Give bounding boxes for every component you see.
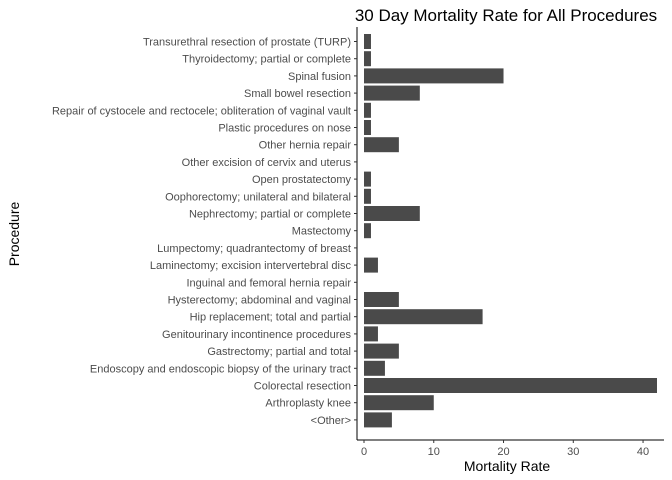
y-tick-label: Spinal fusion (288, 71, 351, 83)
y-tick-label: Transurethral resection of prostate (TUR… (143, 37, 351, 49)
bar (364, 412, 392, 428)
y-axis-title: Procedure (6, 201, 22, 266)
y-tick-label: <Other> (311, 415, 351, 427)
chart-title: 30 Day Mortality Rate for All Procedures (355, 6, 657, 25)
bar (364, 395, 434, 411)
bar (364, 120, 371, 135)
x-tick-label: 10 (428, 446, 440, 458)
y-tick-label: Open prostatectomy (252, 174, 352, 186)
plot-area (364, 34, 657, 428)
bar (364, 51, 371, 67)
y-tick-label: Hip replacement; total and partial (190, 312, 351, 324)
y-tick-label: Inguinal and femoral hernia repair (187, 277, 352, 289)
x-tick-label: 20 (497, 446, 509, 458)
y-tick-label: Small bowel resection (244, 88, 351, 100)
y-tick-label: Genitourinary incontinence procedures (162, 329, 351, 341)
bar (364, 309, 483, 325)
bar (364, 292, 399, 307)
y-tick-label: Repair of cystocele and rectocele; oblit… (52, 105, 351, 117)
y-tick-label: Thyroidectomy; partial or complete (182, 54, 351, 66)
y-tick-label: Other hernia repair (259, 140, 352, 152)
bar (364, 360, 385, 376)
x-tick-label: 40 (637, 446, 649, 458)
bar (364, 257, 378, 273)
y-tick-label: Arthroplasty knee (265, 398, 351, 410)
x-tick-label: 30 (567, 446, 579, 458)
bar (364, 85, 420, 101)
y-tick-label: Oophorectomy; unilateral and bilateral (165, 191, 351, 203)
bar (364, 102, 371, 118)
bar (364, 188, 371, 204)
bar (364, 68, 504, 84)
bar (364, 378, 657, 393)
y-tick-label: Lumpectomy; quadrantectomy of breast (157, 243, 351, 255)
y-tick-label: Mastectomy (292, 226, 352, 238)
bar (364, 326, 378, 342)
bar (364, 34, 371, 49)
y-tick-label: Colorectal resection (254, 381, 351, 393)
y-tick-label: Laminectomy; excision intervertebral dis… (150, 260, 352, 272)
bar (364, 206, 420, 221)
bar (364, 171, 371, 187)
bar (364, 343, 399, 359)
y-tick-label: Gastrectomy; partial and total (207, 346, 351, 358)
bar (364, 137, 399, 153)
y-tick-label: Plastic procedures on nose (218, 123, 351, 135)
y-tick-label: Endoscopy and endoscopic biopsy of the u… (90, 363, 351, 375)
bar (364, 223, 371, 239)
y-tick-label: Nephrectomy; partial or complete (189, 209, 351, 221)
y-tick-label: Hysterectomy; abdominal and vaginal (168, 295, 351, 307)
x-axis-title: Mortality Rate (464, 458, 551, 474)
y-tick-label: Other excision of cervix and uterus (182, 157, 352, 169)
x-tick-label: 0 (361, 446, 367, 458)
